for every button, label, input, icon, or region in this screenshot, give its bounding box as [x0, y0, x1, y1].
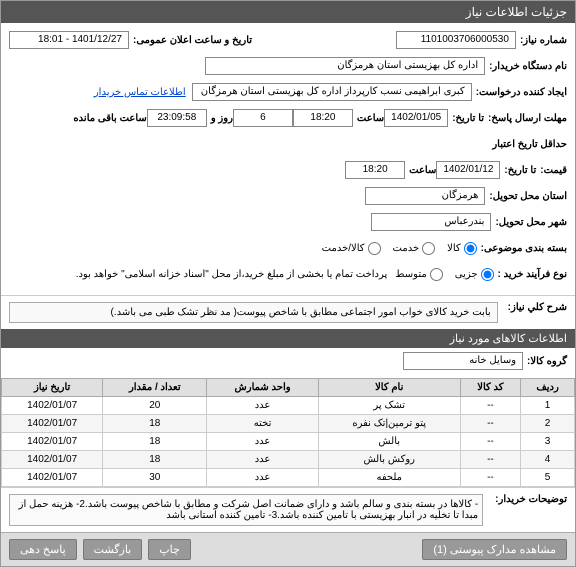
process-radio-group: جزیی متوسط	[395, 268, 493, 281]
table-cell: 5	[521, 469, 575, 487]
buyer-org-label: نام دستگاه خریدار:	[489, 61, 567, 72]
table-cell: عدد	[207, 397, 319, 415]
items-header: اطلاعات کالاهای مورد نیاز	[1, 329, 575, 348]
table-cell: 30	[103, 469, 207, 487]
table-cell: 1402/01/07	[2, 433, 103, 451]
table-cell: عدد	[207, 469, 319, 487]
table-row: 1--تشک پرعدد201402/01/07	[2, 397, 575, 415]
day-and-label: روز و	[211, 113, 233, 124]
table-cell: 1402/01/07	[2, 415, 103, 433]
table-cell: --	[460, 397, 521, 415]
time-label-1: ساعت	[357, 113, 384, 124]
contact-link[interactable]: اطلاعات تماس خریدار	[94, 87, 186, 98]
table-cell: --	[460, 433, 521, 451]
table-header: واحد شمارش	[207, 379, 319, 397]
pack-both[interactable]: کالا/خدمت	[322, 242, 381, 255]
table-cell: عدد	[207, 433, 319, 451]
table-cell: 20	[103, 397, 207, 415]
creator-label: ایجاد کننده درخواست:	[476, 87, 567, 98]
validity-label: حداقل تاریخ اعتبار	[492, 139, 567, 150]
deadline-time: 18:20	[293, 109, 353, 127]
table-header: نام کالا	[318, 379, 460, 397]
table-cell: --	[460, 469, 521, 487]
table-cell: 2	[521, 415, 575, 433]
table-cell: --	[460, 451, 521, 469]
table-header: تعداد / مقدار	[103, 379, 207, 397]
need-number-label: شماره نیاز:	[520, 35, 567, 46]
table-row: 2--پتو ترمین|تک نفرهتخته181402/01/07	[2, 415, 575, 433]
process-mid[interactable]: متوسط	[395, 268, 442, 281]
items-table: ردیفکد کالانام کالاواحد شمارشتعداد / مقد…	[1, 378, 575, 487]
process-label: نوع فرآیند خرید :	[498, 269, 567, 280]
city-label: شهر محل تحویل:	[495, 217, 567, 228]
table-cell: عدد	[207, 451, 319, 469]
city: بندرعباس	[371, 213, 491, 231]
buyer-org: اداره کل بهزیستی استان هرمزگان	[205, 57, 485, 75]
pack-kala[interactable]: کالا	[447, 242, 477, 255]
group-label: گروه کالا:	[527, 356, 567, 367]
deadline-date: 1402/01/05	[384, 109, 448, 127]
table-cell: تشک پر	[318, 397, 460, 415]
price-label: قیمت:	[540, 165, 567, 176]
pack-khadmat[interactable]: خدمت	[393, 242, 436, 255]
table-row: 3--بالشعدد181402/01/07	[2, 433, 575, 451]
deadline-label: مهلت ارسال پاسخ:	[488, 113, 567, 124]
remaining-time: 23:09:58	[147, 109, 207, 127]
table-cell: 18	[103, 451, 207, 469]
table-row: 5--ملحفهعدد301402/01/07	[2, 469, 575, 487]
need-number: 1101003706000530	[396, 31, 516, 49]
table-header: کد کالا	[460, 379, 521, 397]
buyer-notes-text: - کالاها در بسته بندی و سالم باشد و دارا…	[9, 494, 483, 526]
table-cell: تخته	[207, 415, 319, 433]
creator: کبری ابراهیمی نسب کارپرداز اداره کل بهزی…	[192, 83, 472, 101]
table-cell: 1402/01/07	[2, 469, 103, 487]
table-cell: --	[460, 415, 521, 433]
buyer-notes-label: توضیحات خریدار:	[495, 494, 567, 526]
remaining-label: ساعت باقی مانده	[73, 113, 146, 124]
table-header: تاریخ نیاز	[2, 379, 103, 397]
pack-label: بسته بندی موضوعی:	[481, 243, 567, 254]
pack-radio-group: کالا خدمت کالا/خدمت	[322, 242, 477, 255]
table-cell: روکش بالش	[318, 451, 460, 469]
table-cell: 3	[521, 433, 575, 451]
remaining-days: 6	[233, 109, 293, 127]
table-cell: پتو ترمین|تک نفره	[318, 415, 460, 433]
table-cell: 18	[103, 433, 207, 451]
validity-date: 1402/01/12	[436, 161, 500, 179]
table-cell: 1	[521, 397, 575, 415]
table-header: ردیف	[521, 379, 575, 397]
validity-time: 18:20	[345, 161, 405, 179]
table-cell: 18	[103, 415, 207, 433]
announce-label: تاریخ و ساعت اعلان عمومی:	[133, 35, 252, 46]
validity-to-label: تا تاریخ:	[504, 165, 536, 176]
table-row: 4--روکش بالشعدد181402/01/07	[2, 451, 575, 469]
desc-label: شرح کلي نیاز:	[508, 302, 567, 323]
desc-text: بابت خرید کالای خواب امور اجتماعی مطابق …	[9, 302, 498, 323]
group-value: وسایل خانه	[403, 352, 523, 370]
page-title: جزئیات اطلاعات نیاز	[1, 1, 575, 23]
table-cell: 4	[521, 451, 575, 469]
table-cell: بالش	[318, 433, 460, 451]
province-label: استان محل تحویل:	[489, 191, 567, 202]
time-label-2: ساعت	[409, 165, 436, 176]
process-note: پرداخت تمام یا بخشی از مبلغ خرید،از محل …	[76, 269, 388, 280]
announce-value: 1401/12/27 - 18:01	[9, 31, 129, 49]
province: هرمزگان	[365, 187, 485, 205]
table-cell: 1402/01/07	[2, 397, 103, 415]
deadline-to-label: تا تاریخ:	[452, 113, 484, 124]
table-cell: 1402/01/07	[2, 451, 103, 469]
table-cell: ملحفه	[318, 469, 460, 487]
process-low[interactable]: جزیی	[455, 268, 494, 281]
